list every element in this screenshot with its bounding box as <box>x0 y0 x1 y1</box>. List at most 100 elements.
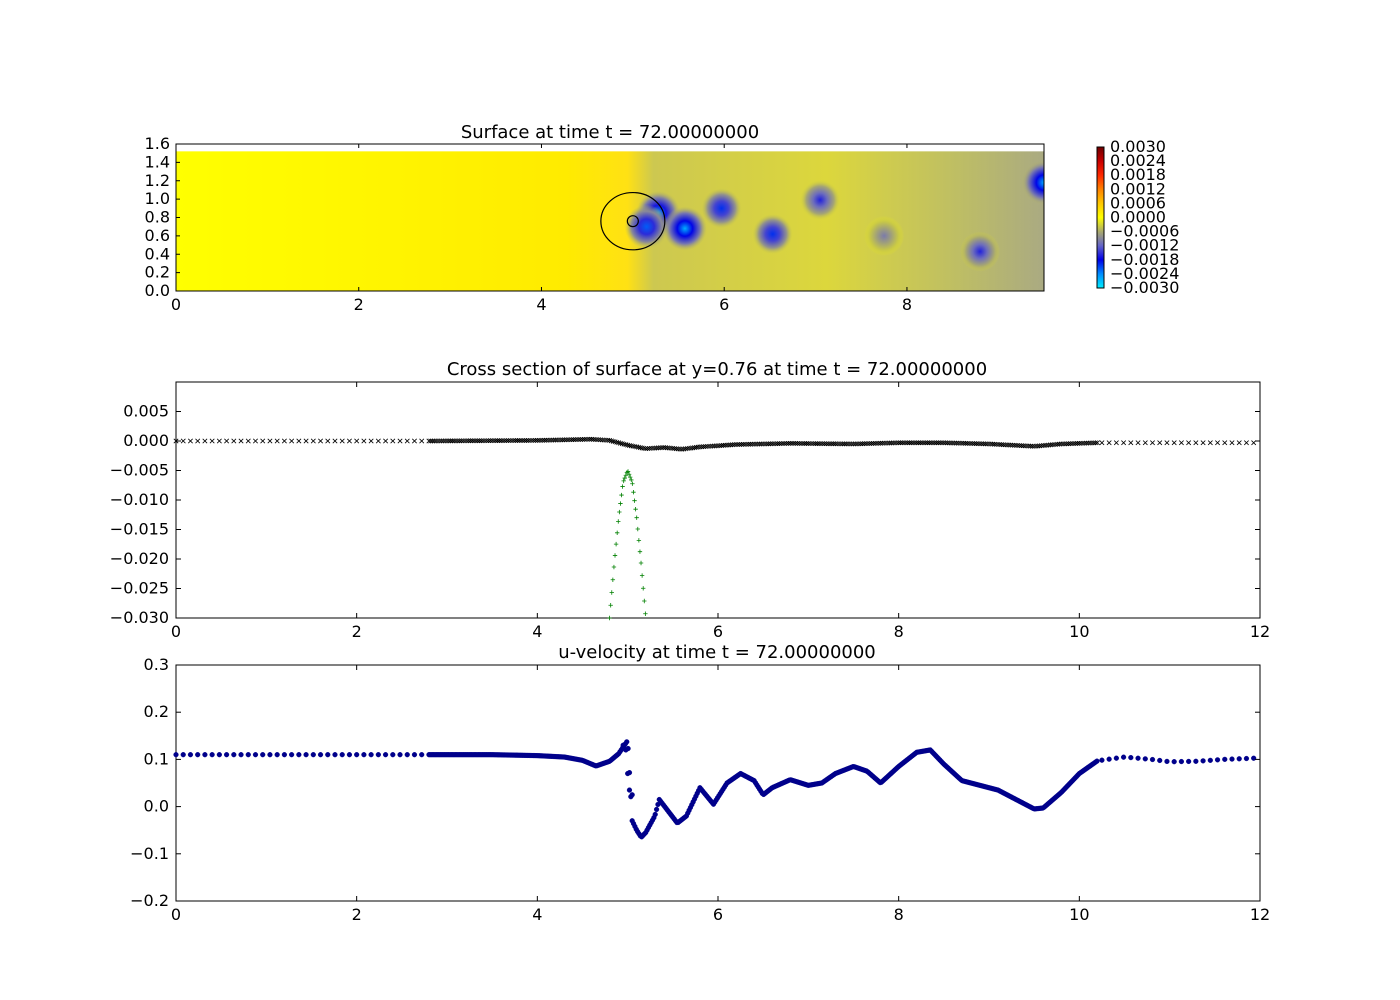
cross-section-point <box>565 437 571 443</box>
cross-section-point <box>473 438 479 444</box>
cross-section-point <box>1142 440 1148 446</box>
cross-section-point <box>892 440 898 446</box>
cross-section-point <box>953 440 959 446</box>
surface-depression <box>864 215 905 256</box>
cross-section-point <box>843 441 849 447</box>
surface-x-ticks: 0 2 4 6 8 <box>171 144 912 314</box>
cross-section-point <box>1243 440 1249 446</box>
cross-section-point <box>444 438 450 444</box>
cross-section-point <box>522 437 528 443</box>
y-tick-label: −0.1 <box>130 844 169 863</box>
y-tick-label: −0.025 <box>110 579 169 598</box>
surface-depression <box>960 231 1001 272</box>
cross-section-points <box>173 436 1257 621</box>
y-tick-label: −0.005 <box>110 461 169 480</box>
cross-section-point <box>525 437 531 443</box>
cross-section-point <box>959 440 965 446</box>
cross-section-point <box>865 441 871 447</box>
cross-section-point <box>583 436 589 442</box>
cross-section-point <box>1157 440 1163 446</box>
cross-section-point <box>966 440 972 446</box>
cross-section-point <box>507 438 513 444</box>
cross-section-point <box>466 438 472 444</box>
cross-section-point <box>907 440 912 446</box>
velocity-point <box>339 752 345 758</box>
cross-section-point <box>885 440 891 446</box>
surface-depression <box>1022 160 1044 205</box>
cross-section-point <box>426 438 432 444</box>
cross-section-point <box>457 438 463 444</box>
colorbar-tick-label: 0.0030 <box>1110 137 1166 156</box>
bathymetry-point <box>630 481 635 486</box>
cross-section-point <box>216 438 222 444</box>
surface-depression <box>701 188 742 229</box>
cross-section-point <box>518 438 524 443</box>
cross-section-point <box>760 441 766 447</box>
cross-section-point <box>883 440 889 446</box>
cross-section-point <box>917 440 923 446</box>
cross-section-point <box>574 437 580 443</box>
cross-section-point <box>480 438 486 444</box>
cross-section-point <box>769 441 775 447</box>
y-tick-label: 0.2 <box>144 702 169 721</box>
velocity-point <box>1128 754 1134 761</box>
cross-section-point <box>442 438 448 444</box>
cross-section-point <box>310 438 316 444</box>
velocity-point <box>223 752 230 758</box>
cross-section-point <box>289 438 295 444</box>
cross-section-point <box>458 438 464 444</box>
bathymetry-point <box>641 586 646 591</box>
cross-section-point <box>585 436 591 442</box>
surface-y-ticks: 0.00.20.40.60.81.01.21.41.6 <box>145 134 180 300</box>
x-tick-label: 0 <box>171 295 181 314</box>
velocity-points <box>173 739 1257 840</box>
velocity-point <box>382 752 389 758</box>
cross-section-point <box>977 441 983 447</box>
velocity-panel: u-velocity at time t = 72.00000000 0 2 4 6 8… <box>130 642 1270 924</box>
cross-section-point <box>798 440 804 446</box>
velocity-y-ticks: 0.3 0.2 0.1 0.0 −0.1 −0.2 <box>130 655 1260 910</box>
cross-section-point <box>569 437 575 443</box>
cross-section-point <box>733 442 739 448</box>
cross-section-point <box>431 438 437 444</box>
cross-section-point <box>831 441 837 447</box>
cross-section-point <box>209 438 215 444</box>
velocity-point <box>404 752 410 758</box>
cross-section-point <box>545 437 551 443</box>
velocity-point <box>1200 758 1206 764</box>
colorbar-gradient <box>1096 146 1105 289</box>
cross-section-point <box>462 438 468 444</box>
velocity-point <box>346 752 353 758</box>
cross-section-point <box>383 438 389 444</box>
cross-section-point <box>748 441 754 447</box>
bathymetry-point <box>638 560 644 566</box>
y-tick-label: 1.2 <box>145 171 170 190</box>
cross-section-point <box>854 441 860 447</box>
velocity-x-ticks: 0 2 4 6 8 10 12 <box>171 665 1270 924</box>
cross-section-point <box>375 438 381 444</box>
cross-section-point <box>834 441 840 447</box>
cross-section-point <box>612 439 618 445</box>
cross-section-point <box>318 438 324 444</box>
cross-section-point <box>867 441 873 447</box>
cross-section-point <box>325 438 331 444</box>
cross-section-point <box>890 440 896 446</box>
cross-section-point <box>428 438 434 444</box>
cross-section-point <box>823 441 829 447</box>
bathymetry-point <box>607 615 612 621</box>
y-tick-label: 0.0 <box>144 797 169 816</box>
bathymetry-point <box>623 473 629 478</box>
cross-section-point <box>860 441 866 447</box>
cross-section-point <box>955 440 961 446</box>
cross-section-point <box>861 441 867 447</box>
velocity-point <box>296 752 302 758</box>
cross-section-point <box>813 441 819 447</box>
bathymetry-point <box>631 490 636 495</box>
velocity-point <box>209 752 215 758</box>
x-tick-label: 12 <box>1250 622 1270 641</box>
velocity-title: u-velocity at time t = 72.00000000 <box>558 642 876 663</box>
cross-section-y-ticks: 0.005 0.000 −0.005 −0.010 −0.015 −0.020 −0.025… <box>110 402 1260 627</box>
bathymetry-point <box>619 492 624 498</box>
cross-section-point <box>475 438 481 444</box>
cross-section-point <box>816 441 822 447</box>
